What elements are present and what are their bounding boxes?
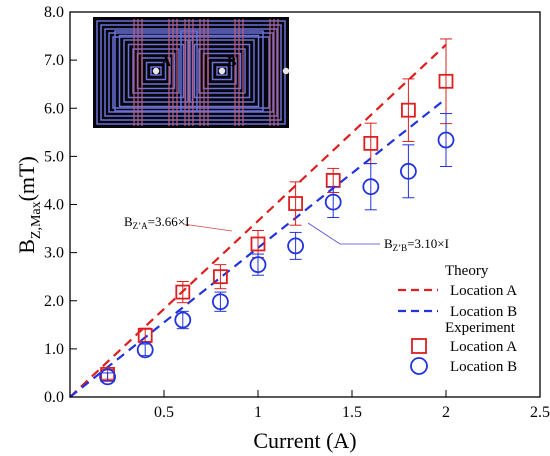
annotation-b-tail: =3.10×I — [407, 236, 449, 251]
inset-coil-turn — [193, 43, 251, 99]
annotation-a: BZ’A=3.66×I — [124, 214, 189, 231]
annotation-leader-b — [307, 222, 380, 245]
inset-coil-turn — [132, 48, 180, 94]
x-tick-label: 1.5 — [342, 404, 362, 421]
theory-line-location-a — [69, 43, 447, 398]
inset-coil-turn — [127, 43, 185, 99]
data-point-location-b — [399, 162, 417, 180]
data-point-location-b — [174, 311, 192, 329]
x-tick-label: 1 — [254, 404, 262, 421]
y-tick-label: 7.0 — [44, 52, 64, 69]
inset-coil-turn — [180, 30, 264, 112]
inset-outer-turn — [108, 32, 274, 113]
data-point-location-a — [212, 269, 228, 285]
x-tick-label: 0.5 — [154, 404, 174, 421]
data-point-location-a — [363, 135, 379, 151]
inset-coil-turn — [216, 66, 228, 76]
x-tick-label: 2.5 — [530, 404, 550, 421]
data-point-location-b — [249, 256, 267, 274]
y-axis-title-suffix: (mT) — [14, 156, 39, 201]
data-point-location-b — [287, 237, 305, 255]
inset-measure-point — [152, 67, 160, 75]
y-tick-label: 3.0 — [44, 245, 64, 262]
legend: Theory Location A Location B Experiment … — [398, 263, 517, 375]
y-axis-title-sub: Z,Max — [29, 201, 44, 239]
legend-experiment-b-label: Location B — [450, 359, 517, 375]
y-tick-label: 0.0 — [44, 389, 64, 406]
inset-outer-turn — [112, 36, 270, 109]
inset-outer-turn — [100, 24, 282, 121]
y-tick-label: 4.0 — [44, 197, 64, 214]
x-axis-title: Current (A) — [253, 428, 356, 453]
annotation-a-sub: Z’A — [133, 221, 148, 231]
inset-label-b: B — [227, 55, 236, 70]
inset-measure-point — [282, 67, 290, 75]
y-axis-title: BZ,Max(mT) — [14, 156, 44, 254]
data-point-location-b — [136, 341, 154, 359]
inset-coil-turn — [150, 66, 162, 76]
legend-theory-a-label: Location A — [450, 283, 517, 299]
annotation-b-sub: Z’B — [393, 243, 408, 253]
legend-experiment-a-label: Location A — [450, 339, 517, 355]
data-point-location-b — [362, 178, 380, 196]
inset-coil-turn — [198, 48, 246, 94]
annotation-b: BZ’B=3.10×I — [384, 236, 449, 253]
inset-measure-point — [218, 67, 226, 75]
legend-experiment-heading: Experiment — [445, 320, 516, 336]
data-point-location-a — [438, 73, 454, 89]
y-tick-label: 1.0 — [44, 341, 64, 358]
inset-coil-turn — [123, 39, 189, 103]
data-point-location-a — [400, 102, 416, 118]
annotation-a-tail: =3.66×I — [148, 214, 190, 229]
y-tick-label: 2.0 — [44, 293, 64, 310]
inset-coil-turn — [145, 61, 167, 81]
x-tick-label: 2 — [442, 404, 450, 421]
legend-theory-b-label: Location B — [450, 304, 517, 320]
annotation-leader-a — [182, 223, 233, 232]
inset-via-columns — [133, 19, 279, 126]
inset-outer-turn — [104, 28, 278, 117]
legend-experiment-b-marker — [410, 357, 428, 375]
data-point-location-a — [288, 196, 304, 211]
data-point-location-a — [175, 284, 191, 300]
inset-coil-turn — [114, 30, 198, 112]
data-point-location-b — [99, 368, 116, 386]
data-point-location-b — [211, 293, 229, 311]
inset-label-a: A — [161, 55, 172, 70]
data-point-location-b — [437, 131, 455, 149]
annotation-a-base: B — [124, 214, 133, 229]
data-point-location-a — [250, 236, 266, 252]
axis-ticks: 0.5 1 1.5 2 2.5 0.0 1.0 2.0 3.0 4.0 5.0 6.0 7.0 8.0 — [44, 4, 550, 421]
y-tick-label: 8.0 — [44, 4, 64, 21]
y-tick-label: 6.0 — [44, 100, 64, 117]
data-point-location-b — [324, 193, 342, 211]
legend-experiment-a-marker — [411, 338, 427, 354]
annotation-b-base: B — [384, 236, 393, 251]
y-tick-label: 5.0 — [44, 148, 64, 165]
inset-coil-turn — [211, 61, 233, 81]
legend-theory-heading: Theory — [445, 263, 489, 279]
y-axis-title-base: B — [14, 239, 39, 254]
inset-coil-turn — [189, 39, 255, 103]
plot-marks — [69, 38, 455, 398]
